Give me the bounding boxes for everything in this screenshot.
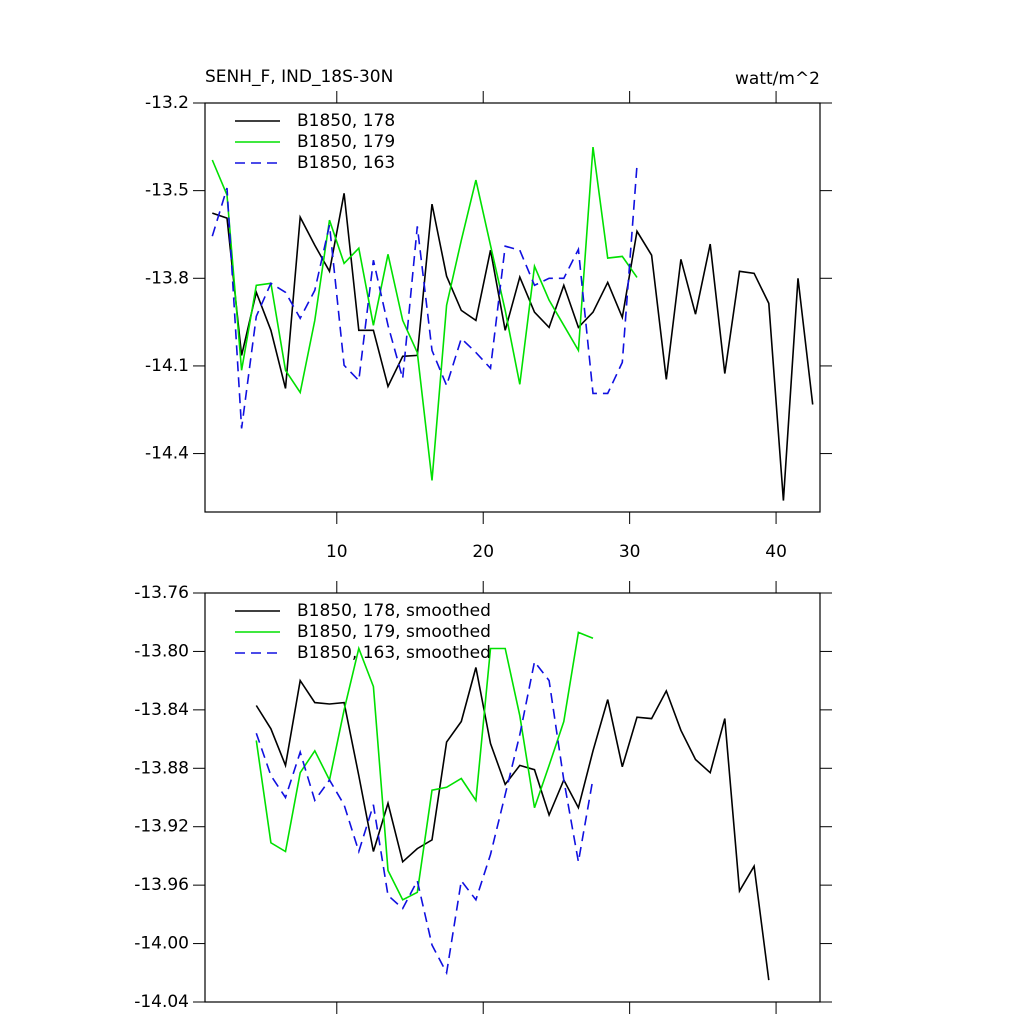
y-tick-label: -13.92 bbox=[134, 817, 189, 837]
legend-label: B1850, 178, smoothed bbox=[297, 601, 491, 621]
legend-label: B1850, 163, smoothed bbox=[297, 643, 491, 663]
y-tick-label: -13.88 bbox=[134, 758, 189, 778]
series-line bbox=[211, 165, 638, 429]
series-line bbox=[212, 193, 814, 501]
legend-label: B1850, 163 bbox=[297, 153, 395, 173]
series-line bbox=[255, 631, 594, 901]
plot-frame bbox=[204, 102, 821, 513]
y-tick-label: -14.4 bbox=[145, 444, 189, 464]
plot-frame bbox=[204, 592, 821, 1003]
x-tick-label: 30 bbox=[619, 542, 641, 562]
chart-title: SENH_F, IND_18S-30N bbox=[205, 67, 393, 87]
legend-label: B1850, 178 bbox=[297, 111, 395, 131]
y-tick-label: -13.5 bbox=[145, 181, 189, 201]
x-tick-label: 40 bbox=[765, 542, 787, 562]
series-line bbox=[255, 659, 594, 976]
y-tick-label: -14.1 bbox=[145, 356, 189, 376]
series-line bbox=[211, 146, 638, 481]
x-tick-label: 10 bbox=[326, 542, 348, 562]
series-line bbox=[255, 667, 770, 981]
y-tick-label: -13.84 bbox=[134, 700, 189, 720]
y-tick-label: -14.00 bbox=[134, 934, 189, 954]
legend-label: B1850, 179 bbox=[297, 132, 395, 152]
y-tick-label: -14.04 bbox=[134, 992, 189, 1012]
y-tick-label: -13.80 bbox=[134, 641, 189, 661]
x-tick-label: 20 bbox=[472, 542, 494, 562]
y-tick-label: -13.2 bbox=[145, 93, 189, 113]
units-label: watt/m^2 bbox=[735, 69, 820, 89]
y-tick-label: -13.76 bbox=[134, 583, 189, 603]
y-tick-label: -13.8 bbox=[145, 268, 189, 288]
y-tick-label: -13.96 bbox=[134, 875, 189, 895]
legend-label: B1850, 179, smoothed bbox=[297, 622, 491, 642]
